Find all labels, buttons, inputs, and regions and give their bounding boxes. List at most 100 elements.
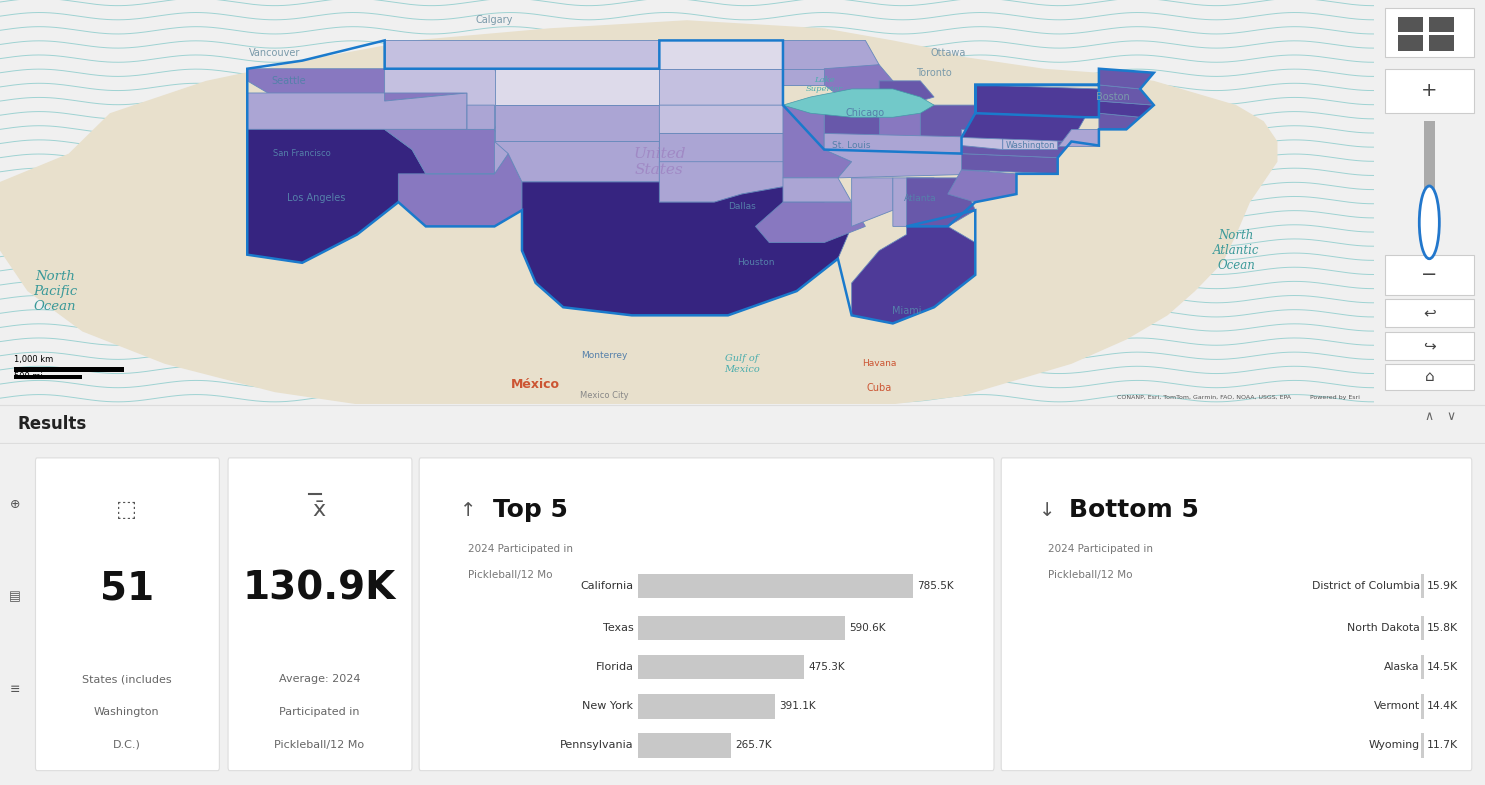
Text: Alaska: Alaska [1384, 663, 1420, 672]
FancyBboxPatch shape [1386, 8, 1473, 57]
Text: x̄: x̄ [313, 500, 325, 520]
Text: 14.5K: 14.5K [1427, 663, 1458, 672]
Polygon shape [906, 178, 976, 226]
Polygon shape [1099, 113, 1140, 130]
Polygon shape [756, 203, 866, 243]
Text: ↩: ↩ [1423, 306, 1436, 321]
Text: Lake
Superior: Lake Superior [805, 76, 843, 93]
Text: Mexico City: Mexico City [581, 391, 628, 400]
Polygon shape [659, 105, 796, 133]
Polygon shape [385, 69, 508, 130]
Text: 51: 51 [99, 569, 154, 608]
Text: Average: 2024: Average: 2024 [279, 674, 359, 685]
Text: Chicago: Chicago [846, 108, 885, 119]
Polygon shape [962, 113, 1086, 141]
Bar [1421, 733, 1424, 758]
Polygon shape [385, 41, 659, 69]
Text: Ottawa: Ottawa [930, 48, 965, 57]
Polygon shape [659, 162, 811, 203]
Polygon shape [976, 85, 1099, 117]
Text: ▤: ▤ [9, 590, 21, 604]
FancyBboxPatch shape [1386, 254, 1473, 295]
Text: Monterrey: Monterrey [581, 351, 628, 360]
Polygon shape [852, 178, 892, 226]
Text: 475.3K: 475.3K [809, 663, 845, 672]
Bar [639, 733, 731, 758]
Text: 2024 Participated in: 2024 Participated in [1047, 544, 1152, 554]
Text: Vermont: Vermont [1374, 701, 1420, 711]
Bar [639, 655, 805, 680]
Polygon shape [783, 89, 934, 117]
Polygon shape [659, 69, 783, 105]
Polygon shape [824, 133, 989, 154]
Polygon shape [495, 141, 659, 182]
Text: ⊕: ⊕ [9, 498, 21, 512]
Text: Miami: Miami [892, 306, 921, 316]
Text: Dallas: Dallas [728, 202, 756, 210]
Polygon shape [1099, 69, 1154, 89]
Bar [13, 367, 123, 372]
Polygon shape [1002, 133, 1057, 150]
FancyBboxPatch shape [36, 458, 220, 771]
Text: ↓: ↓ [1040, 501, 1056, 520]
Text: San Francisco: San Francisco [273, 149, 331, 158]
Text: ↪: ↪ [1423, 338, 1436, 353]
Polygon shape [0, 20, 1277, 425]
Polygon shape [892, 178, 934, 226]
Polygon shape [783, 69, 824, 105]
Polygon shape [947, 170, 1016, 203]
Text: 130.9K: 130.9K [242, 569, 396, 608]
Text: ≡: ≡ [9, 683, 21, 696]
FancyBboxPatch shape [1386, 331, 1473, 360]
Polygon shape [398, 154, 523, 226]
Bar [1421, 655, 1424, 680]
Polygon shape [247, 93, 468, 130]
FancyBboxPatch shape [1386, 364, 1473, 390]
Text: Los Angeles: Los Angeles [287, 193, 345, 203]
Polygon shape [523, 182, 852, 316]
FancyBboxPatch shape [1386, 69, 1473, 113]
Text: 15.9K: 15.9K [1427, 581, 1458, 591]
Polygon shape [1099, 85, 1154, 105]
Text: Washington: Washington [94, 707, 159, 717]
Text: CONANP, Esri, TomTom, Garmin, FAO, NOAA, USGS, EPA: CONANP, Esri, TomTom, Garmin, FAO, NOAA,… [1117, 395, 1292, 400]
Text: ∨: ∨ [1446, 410, 1455, 423]
Text: 1,000 km: 1,000 km [13, 355, 53, 364]
Polygon shape [824, 150, 989, 178]
Text: Cuba: Cuba [866, 383, 892, 393]
Bar [1429, 35, 1454, 50]
Polygon shape [962, 130, 1002, 150]
Bar [639, 574, 913, 598]
Text: Boston: Boston [1096, 92, 1130, 102]
Text: 391.1K: 391.1K [780, 701, 815, 711]
FancyBboxPatch shape [229, 458, 411, 771]
FancyBboxPatch shape [1386, 299, 1473, 327]
FancyBboxPatch shape [1001, 458, 1472, 771]
Polygon shape [921, 105, 989, 145]
Polygon shape [495, 105, 659, 141]
Text: New York: New York [582, 701, 634, 711]
Text: United
States: United States [633, 147, 686, 177]
Polygon shape [659, 41, 783, 69]
Polygon shape [659, 133, 796, 162]
Text: ∧: ∧ [1424, 410, 1433, 423]
Text: 785.5K: 785.5K [918, 581, 953, 591]
Polygon shape [824, 105, 892, 162]
Circle shape [1420, 186, 1439, 259]
Text: Pickleball/12 Mo: Pickleball/12 Mo [468, 570, 552, 580]
Polygon shape [495, 69, 659, 105]
Bar [1421, 616, 1424, 641]
Text: Florida: Florida [595, 663, 634, 672]
Polygon shape [426, 105, 508, 173]
Polygon shape [852, 226, 976, 323]
Text: North
Atlantic
Ocean: North Atlantic Ocean [1213, 229, 1259, 272]
Text: Pennsylvania: Pennsylvania [560, 740, 634, 750]
Text: Wyoming: Wyoming [1369, 740, 1420, 750]
Text: Results: Results [18, 415, 88, 433]
FancyBboxPatch shape [419, 458, 993, 771]
Text: Washington: Washington [1005, 141, 1054, 150]
Text: 500 mi: 500 mi [13, 372, 43, 381]
Text: −: − [1421, 265, 1437, 284]
Text: México: México [511, 378, 560, 391]
Bar [1399, 35, 1423, 50]
